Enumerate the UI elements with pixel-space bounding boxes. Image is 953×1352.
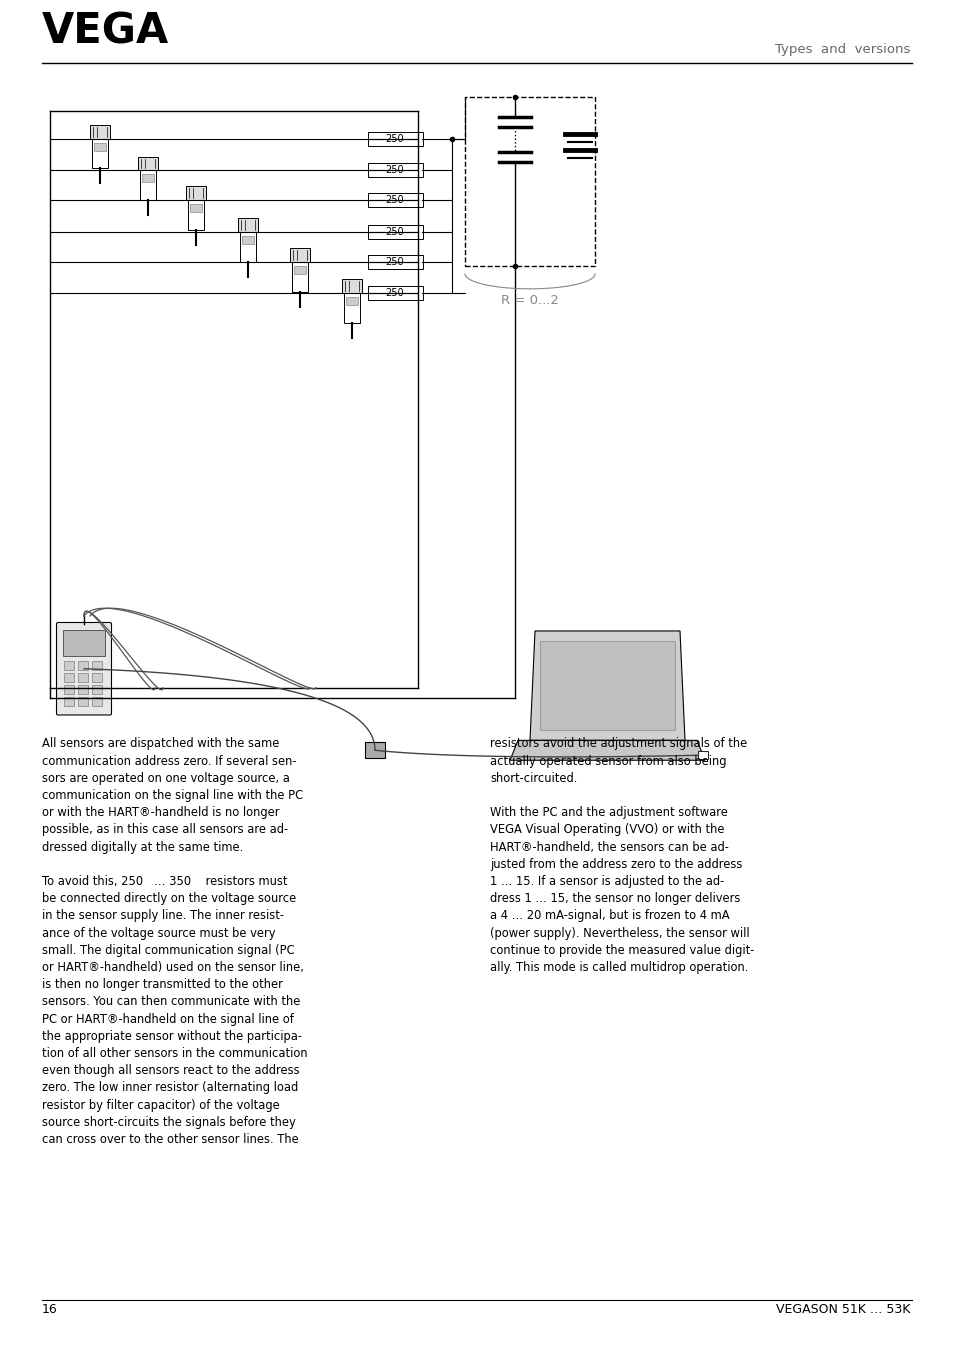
- Text: 250: 250: [385, 257, 404, 266]
- Bar: [341, 279, 361, 293]
- Bar: [91, 139, 108, 169]
- Polygon shape: [530, 631, 684, 741]
- Bar: [64, 673, 74, 681]
- Bar: [186, 187, 206, 200]
- Text: 250: 250: [385, 195, 404, 206]
- FancyBboxPatch shape: [56, 622, 112, 715]
- Text: 250: 250: [385, 134, 404, 143]
- Bar: [188, 200, 204, 230]
- Text: 250: 250: [385, 288, 404, 297]
- Bar: [64, 696, 74, 706]
- Bar: [368, 164, 422, 177]
- Text: All sensors are dispatched with the same
communication address zero. If several : All sensors are dispatched with the same…: [42, 737, 307, 1146]
- Bar: [64, 661, 74, 669]
- Bar: [368, 131, 422, 146]
- Bar: [698, 752, 707, 760]
- Bar: [90, 124, 110, 139]
- Text: 250: 250: [385, 165, 404, 176]
- Bar: [237, 218, 257, 233]
- Text: VEGASON 51K … 53K: VEGASON 51K … 53K: [775, 1303, 909, 1317]
- Bar: [294, 266, 306, 274]
- Bar: [190, 204, 202, 212]
- Bar: [368, 193, 422, 207]
- Bar: [138, 157, 158, 170]
- Text: 250: 250: [385, 227, 404, 237]
- Text: Types  and  versions: Types and versions: [774, 43, 909, 55]
- Text: 16: 16: [42, 1303, 58, 1317]
- Polygon shape: [510, 741, 704, 760]
- Text: resistors avoid the adjustment signals of the
actually operated sensor from also: resistors avoid the adjustment signals o…: [490, 737, 754, 973]
- Bar: [344, 293, 359, 323]
- Bar: [94, 142, 106, 150]
- Bar: [346, 297, 357, 304]
- Bar: [78, 684, 88, 694]
- Bar: [91, 673, 102, 681]
- Bar: [91, 684, 102, 694]
- Bar: [292, 262, 308, 292]
- Text: VEGA: VEGA: [42, 9, 169, 53]
- Bar: [368, 285, 422, 300]
- Bar: [240, 233, 255, 262]
- Bar: [368, 256, 422, 269]
- Bar: [78, 696, 88, 706]
- Bar: [140, 170, 156, 200]
- Bar: [464, 97, 595, 266]
- Bar: [91, 696, 102, 706]
- Bar: [64, 684, 74, 694]
- Bar: [368, 226, 422, 239]
- Bar: [91, 661, 102, 669]
- Bar: [539, 641, 675, 730]
- Bar: [78, 661, 88, 669]
- Bar: [242, 237, 253, 245]
- Bar: [78, 673, 88, 681]
- Text: R = 0...2: R = 0...2: [500, 293, 558, 307]
- Bar: [142, 174, 153, 183]
- Bar: [290, 247, 310, 262]
- Bar: [365, 742, 385, 758]
- Bar: [63, 630, 105, 656]
